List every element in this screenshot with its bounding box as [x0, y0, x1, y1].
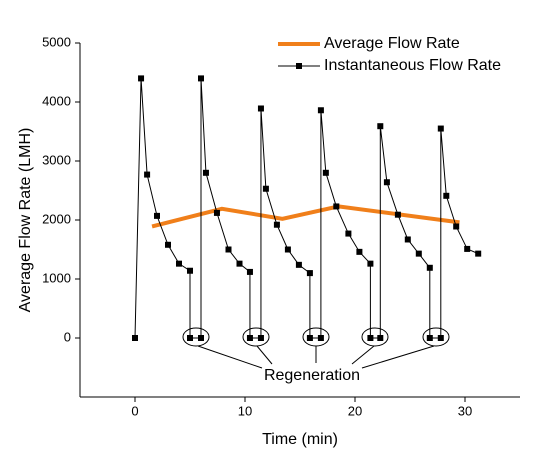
legend-label: Instantaneous Flow Rate [324, 57, 501, 74]
x-tick-label: 20 [348, 403, 362, 418]
marker [225, 246, 232, 253]
x-tick-label: 0 [131, 403, 138, 418]
marker [367, 260, 374, 267]
marker [202, 169, 209, 176]
marker [246, 335, 253, 341]
marker [262, 185, 269, 192]
marker [213, 209, 220, 216]
callout-line [256, 345, 273, 365]
callout-ellipse [242, 327, 270, 347]
y-tick-label: 2000 [42, 211, 71, 226]
y-axis-label: Average Flow Rate (LMH) [17, 128, 34, 313]
legend-marker [296, 63, 302, 69]
marker [437, 335, 444, 341]
series-line [151, 204, 460, 229]
marker [394, 211, 401, 218]
marker [295, 261, 302, 268]
marker [306, 335, 313, 341]
marker [404, 236, 411, 243]
callout-line [197, 345, 263, 369]
y-tick-label: 1000 [42, 270, 71, 285]
marker [367, 335, 374, 341]
x-tick-label: 30 [458, 403, 472, 418]
marker [453, 223, 460, 230]
marker [306, 270, 313, 277]
marker [383, 179, 390, 186]
marker [284, 246, 291, 253]
marker [273, 221, 280, 228]
marker [377, 335, 384, 341]
marker [317, 107, 324, 114]
marker [322, 169, 329, 176]
marker [144, 171, 151, 178]
callout-ellipse [182, 327, 210, 347]
marker [437, 125, 444, 132]
marker [187, 335, 193, 341]
marker [356, 248, 363, 255]
regeneration-callouts [182, 327, 450, 369]
marker [198, 335, 204, 341]
series-line [134, 78, 479, 339]
marker [377, 123, 384, 130]
callout-ellipse [422, 327, 450, 347]
legend-label: Average Flow Rate [324, 35, 460, 52]
marker [257, 105, 264, 112]
y-tick-label: 3000 [42, 152, 71, 167]
marker [475, 250, 482, 257]
marker [415, 250, 422, 257]
callout-line [351, 345, 375, 365]
marker [176, 260, 182, 267]
marker [187, 267, 193, 274]
marker [198, 75, 204, 82]
marker [426, 264, 433, 271]
marker [165, 241, 171, 248]
marker [138, 75, 145, 82]
marker [317, 335, 324, 341]
marker [236, 260, 243, 267]
marker [464, 245, 471, 252]
y-tick-label: 5000 [42, 34, 71, 49]
annotation: Regeneration [264, 367, 360, 384]
marker [154, 212, 160, 219]
marker [333, 203, 340, 210]
marker [426, 335, 433, 341]
callout-line [361, 345, 435, 369]
marker [257, 335, 264, 341]
callout-ellipse [361, 327, 389, 347]
y-tick-label: 0 [64, 329, 71, 344]
marker [443, 192, 450, 199]
x-tick-label: 10 [238, 403, 252, 418]
marker [132, 335, 138, 341]
x-axis-label: Time (min) [262, 431, 338, 448]
marker [345, 230, 352, 237]
y-tick-label: 4000 [42, 93, 71, 108]
marker [246, 268, 253, 275]
